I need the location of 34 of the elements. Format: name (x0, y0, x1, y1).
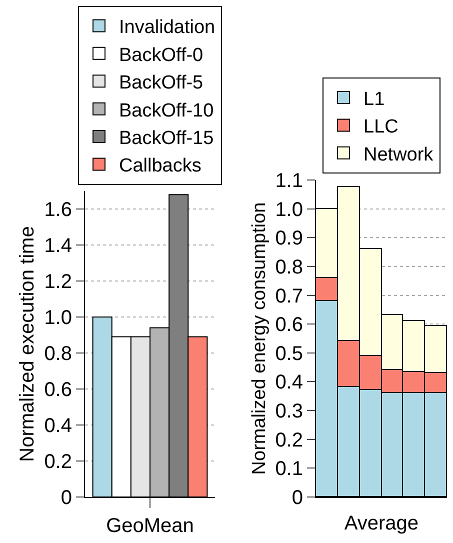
y-tick-label: 0 (60, 487, 72, 509)
y-tick-label: 0.6 (44, 379, 72, 401)
y-tick-label: 0.7 (275, 285, 303, 308)
y-tick-label: 1.0 (275, 198, 303, 221)
legend-label: BackOff-15 (119, 128, 214, 149)
y-axis-title: Normalized execution time (16, 226, 39, 462)
y-tick-label: 1.1 (275, 170, 303, 192)
y-tick-label: 0.8 (44, 343, 72, 365)
y-tick-label: 0.2 (44, 451, 72, 473)
legend-label: Network (364, 144, 434, 166)
y-tick-label: 0.6 (275, 314, 303, 336)
y-tick-label: 1.2 (44, 271, 72, 293)
legend-label: Callbacks (119, 156, 202, 177)
y-tick-label: 0.1 (275, 458, 303, 480)
legend-label: LLC (364, 116, 398, 138)
y-tick-label: 1.4 (44, 235, 72, 257)
y-tick-label: 0.8 (275, 256, 303, 278)
y-axis-title: Normalized energy consumption (249, 202, 270, 475)
legend-label: BackOff-10 (119, 100, 214, 122)
x-tick-label: GeoMean (106, 515, 194, 537)
legend-label: L1 (364, 88, 385, 110)
legend-label: Invalidation (119, 17, 216, 38)
y-tick-label: 1.0 (44, 307, 72, 329)
y-tick-label: 0.3 (275, 400, 303, 423)
y-tick-label: 0.9 (275, 228, 303, 250)
y-tick-label: 0 (292, 487, 303, 509)
y-tick-label: 0.2 (275, 429, 303, 452)
y-tick-label: 0.4 (275, 372, 303, 394)
legend-label: BackOff-5 (119, 72, 204, 94)
y-tick-label: 1.6 (44, 199, 72, 221)
x-axis-title: Average (344, 512, 419, 534)
y-tick-label: 0.4 (44, 415, 72, 437)
y-tick-label: 0.5 (275, 342, 303, 365)
legend-label: BackOff-0 (119, 44, 204, 66)
